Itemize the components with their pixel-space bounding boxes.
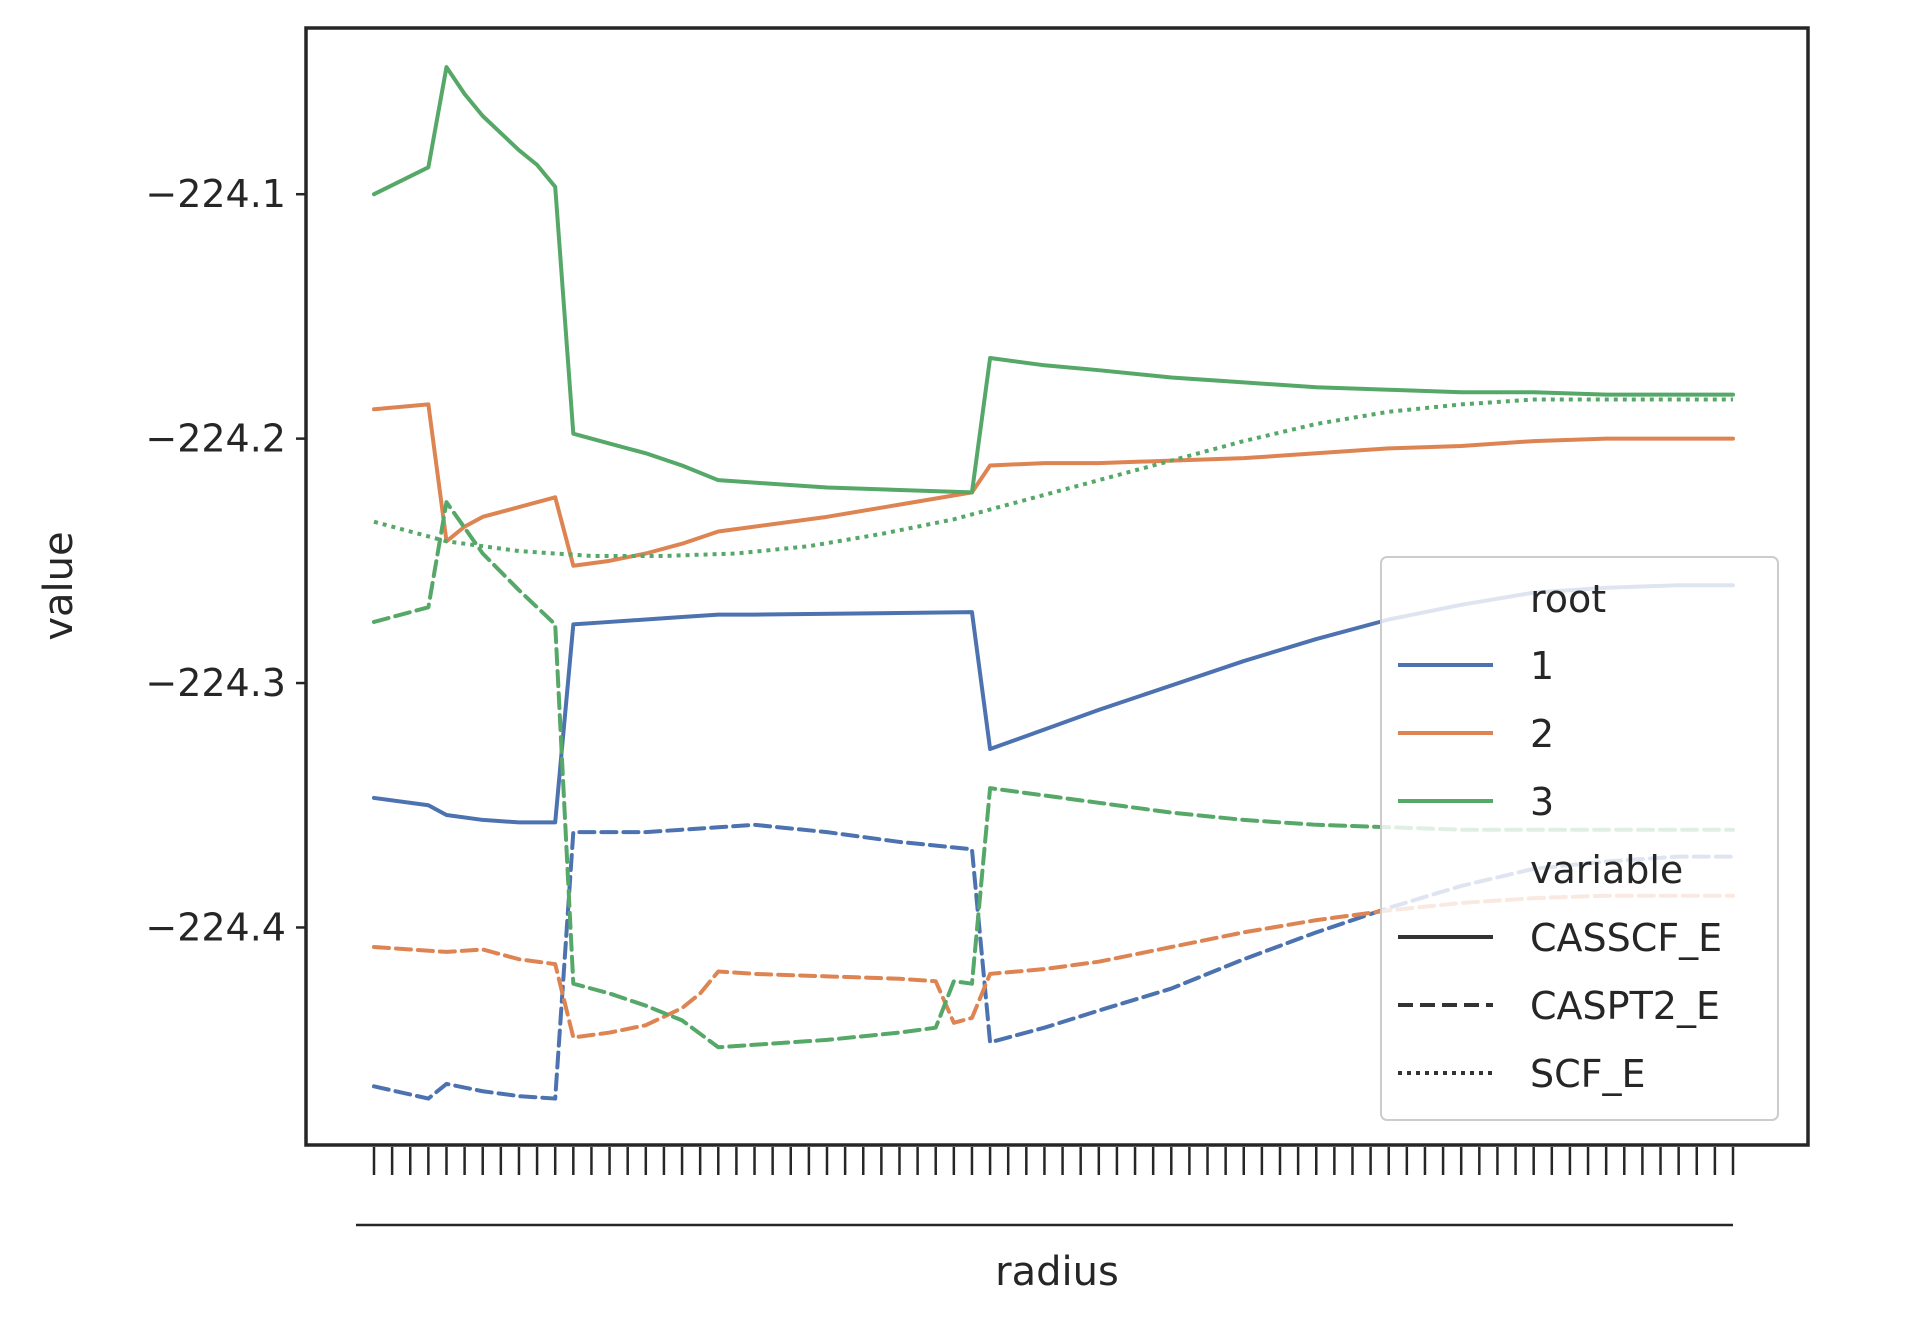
legend: root 1 2 3 variable CASSCF_E CASPT2_E SC… bbox=[1380, 556, 1779, 1121]
legend-label-root-2: 2 bbox=[1530, 712, 1554, 756]
series-line-casscf-e-root-3 bbox=[372, 65, 1735, 495]
y-axis: −224.1 −224.2 −224.3 −224.4 bbox=[145, 172, 306, 949]
legend-title-variable: variable bbox=[1530, 848, 1683, 892]
legend-title-root: root bbox=[1530, 577, 1606, 621]
legend-frame bbox=[1380, 556, 1779, 1121]
legend-label-caspt2: CASPT2_E bbox=[1530, 984, 1720, 1028]
series-line-casscf-e-root-2 bbox=[372, 402, 1735, 568]
legend-label-scf: SCF_E bbox=[1530, 1052, 1646, 1096]
legend-label-root-1: 1 bbox=[1530, 644, 1554, 688]
y-tick-label: −224.3 bbox=[145, 661, 286, 705]
y-tick-label: −224.4 bbox=[145, 905, 286, 949]
plot-frame bbox=[304, 26, 1810, 1147]
y-tick-label: −224.1 bbox=[145, 172, 286, 216]
y-tick-label: −224.2 bbox=[145, 417, 286, 461]
legend-label-root-3: 3 bbox=[1530, 780, 1554, 824]
x-axis bbox=[356, 1147, 1735, 1227]
x-axis-title: radius bbox=[995, 1249, 1119, 1295]
legend-label-casscf: CASSCF_E bbox=[1530, 916, 1722, 960]
y-axis-title: value bbox=[36, 531, 82, 640]
